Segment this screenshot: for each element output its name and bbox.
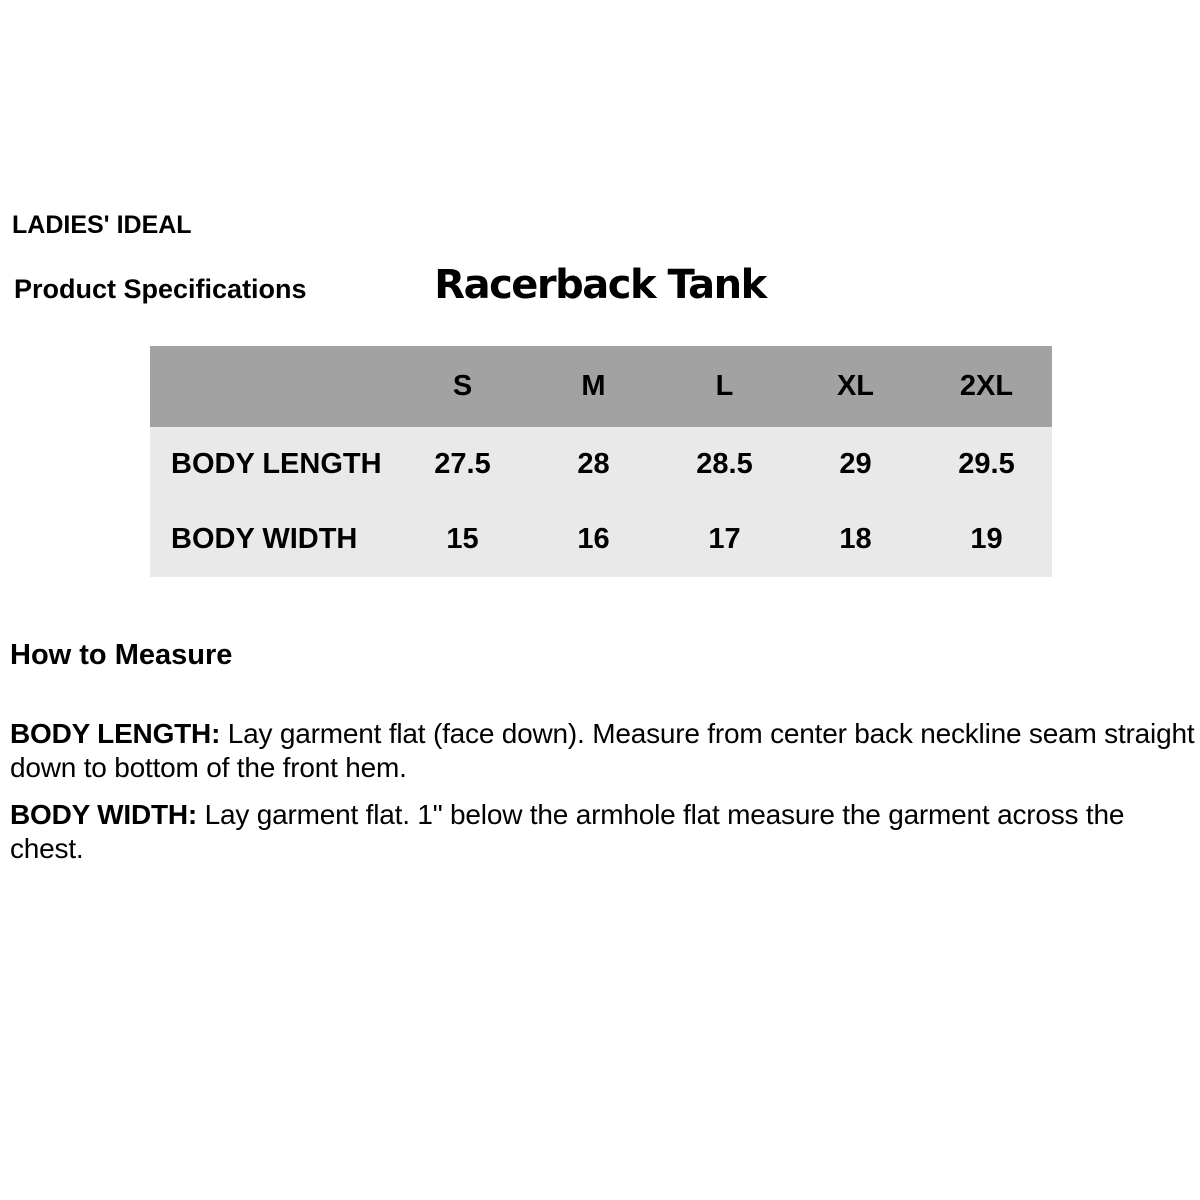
body-width-instruction-term: BODY WIDTH: <box>10 799 198 830</box>
size-chart-header-row: S M L XL 2XL <box>150 346 1052 427</box>
measuring-instructions: BODY LENGTH: Lay garment flat (face down… <box>10 717 1196 866</box>
body-length-value-s: 27.5 <box>397 427 528 502</box>
body-length-value-l: 28.5 <box>659 427 790 502</box>
body-length-value-2xl: 29.5 <box>921 427 1052 502</box>
body-length-value-m: 28 <box>528 427 659 502</box>
body-length-row: BODY LENGTH 27.5 28 28.5 29 29.5 <box>150 427 1052 502</box>
body-width-value-l: 17 <box>659 502 790 577</box>
section-label: Product Specifications <box>14 274 307 304</box>
column-header-s: S <box>397 346 528 427</box>
column-header-m: M <box>528 346 659 427</box>
body-width-value-m: 16 <box>528 502 659 577</box>
body-width-row: BODY WIDTH 15 16 17 18 19 <box>150 502 1052 577</box>
body-width-value-2xl: 19 <box>921 502 1052 577</box>
size-chart-corner-cell <box>150 346 397 427</box>
body-width-value-s: 15 <box>397 502 528 577</box>
column-header-l: L <box>659 346 790 427</box>
product-title: Racerback Tank <box>434 262 767 308</box>
brand-heading: LADIES' IDEAL <box>12 211 192 239</box>
size-chart-table: S M L XL 2XL BODY LENGTH 27.5 28 28.5 29… <box>150 346 1052 577</box>
body-width-value-xl: 18 <box>790 502 921 577</box>
body-width-instruction-text: Lay garment flat. 1" below the armhole f… <box>10 799 1125 864</box>
column-header-xl: XL <box>790 346 921 427</box>
column-header-2xl: 2XL <box>921 346 1052 427</box>
row-label-body-length: BODY LENGTH <box>150 427 397 502</box>
row-label-body-width: BODY WIDTH <box>150 502 397 577</box>
body-length-instruction-text: Lay garment flat (face down). Measure fr… <box>10 718 1195 783</box>
how-to-measure-heading: How to Measure <box>10 639 233 671</box>
body-length-instruction-term: BODY LENGTH: <box>10 718 221 749</box>
body-width-instruction: BODY WIDTH: Lay garment flat. 1" below t… <box>10 798 1196 866</box>
body-length-value-xl: 29 <box>790 427 921 502</box>
body-length-instruction: BODY LENGTH: Lay garment flat (face down… <box>10 717 1196 785</box>
